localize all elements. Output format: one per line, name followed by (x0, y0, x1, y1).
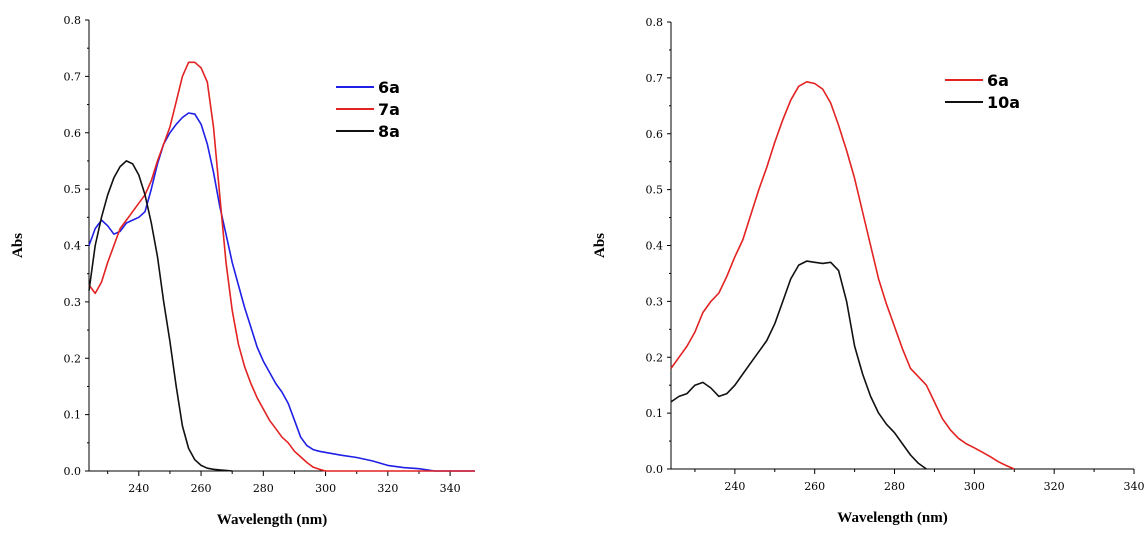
y-tick-label: 0.4 (64, 240, 82, 253)
legend-label-6a: 6a (378, 78, 400, 97)
y-tick-label: 0.8 (646, 16, 664, 29)
x-tick-label: 300 (315, 482, 336, 495)
x-tick-label: 320 (1044, 480, 1065, 493)
x-tick-label: 240 (724, 480, 745, 493)
y-tick-label: 0.0 (64, 465, 82, 478)
y-tick-label: 0.6 (646, 128, 664, 141)
y-axis-title: Abs (592, 233, 608, 258)
x-tick-label: 280 (253, 482, 274, 495)
x-tick-label: 280 (884, 480, 905, 493)
legend-label-6a: 6a (987, 71, 1009, 90)
y-tick-label: 0.1 (64, 409, 82, 422)
y-tick-label: 0.6 (64, 127, 82, 140)
legend-label-7a: 7a (378, 100, 400, 119)
x-tick-label: 340 (1124, 480, 1145, 493)
y-tick-label: 0.0 (646, 463, 664, 476)
y-tick-label: 0.3 (646, 295, 664, 308)
y-tick-label: 0.2 (646, 351, 664, 364)
legend-label-8a: 8a (378, 122, 400, 141)
y-tick-label: 0.7 (64, 70, 82, 83)
series-line-8a (88, 160, 233, 472)
y-tick-label: 0.1 (646, 407, 664, 420)
x-tick-label: 320 (377, 482, 398, 495)
y-tick-label: 0.7 (646, 72, 664, 85)
series-line-6a (670, 81, 1015, 470)
y-tick-label: 0.4 (646, 240, 664, 253)
y-tick-label: 0.3 (64, 296, 82, 309)
legend-label-10a: 10a (987, 93, 1020, 112)
series-line-6a (88, 112, 475, 472)
x-tick-label: 240 (128, 482, 149, 495)
y-axis-title: Abs (10, 233, 26, 258)
y-tick-label: 0.2 (64, 352, 82, 365)
x-tick-label: 260 (191, 482, 212, 495)
chart-right: 0.0 0.1 0.2 0.3 0.4 0.5 0.6 0.7 0.8 240 260 280 300 3… (592, 16, 1145, 526)
x-tick-label: 300 (964, 480, 985, 493)
x-tick-label: 260 (804, 480, 825, 493)
x-tick-label: 340 (440, 482, 461, 495)
series-line-7a (88, 61, 475, 472)
x-axis-title: Wavelength (nm) (837, 510, 947, 526)
y-tick-label: 0.5 (646, 184, 664, 197)
y-tick-label: 0.8 (64, 14, 82, 27)
series-line-10a (670, 260, 927, 470)
x-axis-title: Wavelength (nm) (217, 512, 327, 528)
y-tick-label: 0.5 (64, 183, 82, 196)
chart-left: 0.0 0.1 0.2 0.3 0.4 0.5 0.6 0.7 0.8 240 260 280 300 3… (10, 14, 475, 528)
